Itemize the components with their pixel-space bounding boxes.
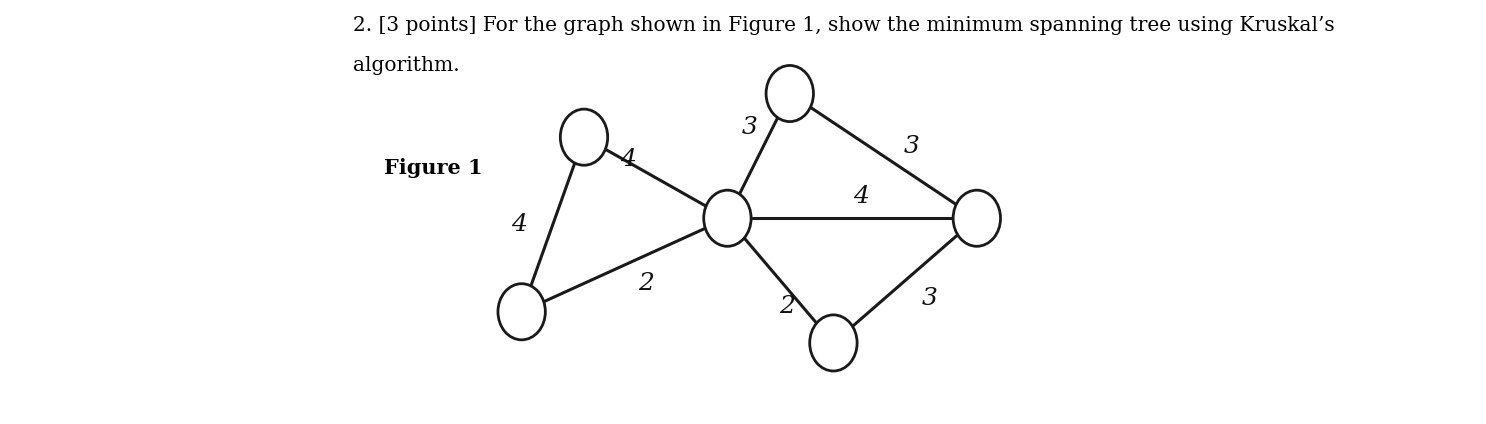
Text: 3: 3 — [742, 116, 758, 139]
Text: Figure 1: Figure 1 — [385, 158, 483, 179]
Text: 4: 4 — [853, 185, 869, 208]
Ellipse shape — [767, 65, 813, 122]
Text: 4: 4 — [620, 148, 636, 170]
Ellipse shape — [560, 109, 608, 165]
Text: 3: 3 — [903, 135, 920, 158]
Text: 3: 3 — [923, 287, 938, 310]
Text: 2: 2 — [779, 295, 795, 318]
Ellipse shape — [953, 190, 1000, 246]
Text: 4: 4 — [511, 213, 526, 236]
Text: 2. [3 points] For the graph shown in Figure 1, show the minimum spanning tree us: 2. [3 points] For the graph shown in Fig… — [354, 16, 1334, 35]
Ellipse shape — [704, 190, 750, 246]
Ellipse shape — [810, 315, 857, 371]
Ellipse shape — [498, 284, 545, 340]
Text: algorithm.: algorithm. — [354, 56, 461, 75]
Text: 2: 2 — [639, 272, 654, 295]
